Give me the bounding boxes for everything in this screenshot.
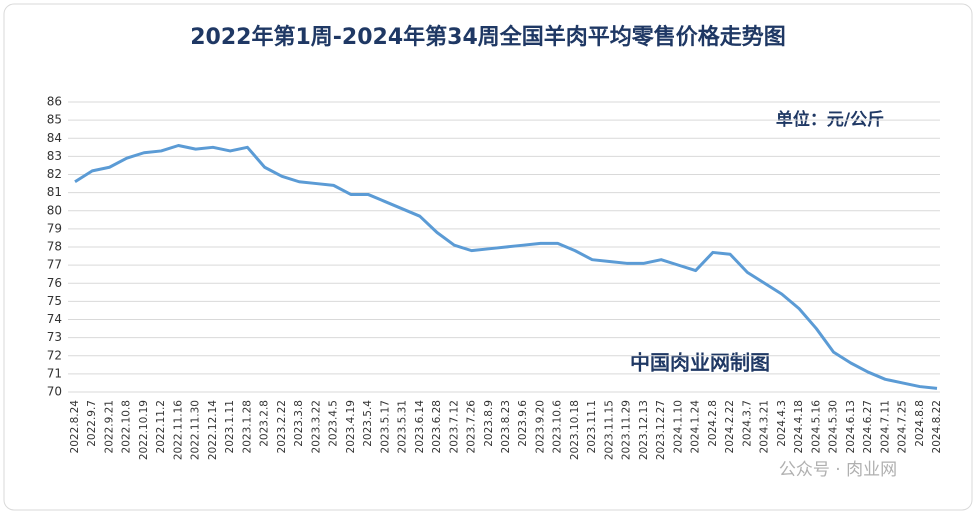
y-tick-label: 78 [47, 240, 62, 254]
x-tick-label: 2024.2.8 [707, 400, 719, 447]
x-tick-label: 2024.6.27 [862, 400, 874, 453]
x-tick-label: 2024.3.7 [741, 400, 753, 447]
x-tick-label: 2024.1.24 [690, 400, 702, 454]
y-tick-label: 86 [47, 95, 62, 109]
x-tick-label: 2023.5.31 [397, 400, 409, 453]
x-tick-label: 2024.4.3 [776, 400, 788, 447]
y-tick-label: 74 [47, 312, 62, 326]
x-tick-label: 2024.5.30 [828, 400, 840, 453]
x-tick-label: 2022.10.19 [138, 400, 150, 460]
x-tick-label: 2023.12.27 [655, 400, 667, 460]
x-tick-label: 2023.4.5 [328, 400, 340, 447]
x-tick-label: 2024.5.16 [810, 400, 822, 454]
x-tick-label: 2023.11.1 [586, 400, 598, 453]
x-tick-label: 2023.1.28 [241, 400, 253, 453]
y-tick-label: 83 [47, 149, 62, 163]
chart-title: 2022年第1周-2024年第34周全国羊肉平均零售价格走势图 [190, 24, 786, 50]
x-tick-label: 2023.8.9 [483, 400, 495, 447]
x-tick-label: 2023.10.6 [552, 400, 564, 454]
x-tick-label: 2024.1.10 [672, 400, 684, 453]
x-tick-label: 2022.12.14 [207, 400, 219, 460]
x-tick-label: 2023.9.20 [534, 400, 546, 453]
watermark: 公众号 · 肉业网 [779, 460, 897, 480]
x-tick-label: 2022.11.30 [190, 400, 202, 460]
x-tick-label: 2023.2.22 [276, 400, 288, 453]
x-tick-label: 2024.7.25 [897, 400, 909, 453]
y-tick-label: 84 [47, 131, 62, 145]
x-tick-label: 2022.10.8 [121, 400, 133, 453]
x-tick-label: 2024.3.21 [759, 400, 771, 453]
source-note: 中国肉业网制图 [630, 351, 770, 375]
x-tick-label: 2023.5.17 [379, 400, 391, 453]
x-tick-label: 2023.11.15 [603, 400, 615, 460]
y-tick-label: 77 [47, 258, 62, 272]
chart-frame [3, 3, 973, 511]
line [74, 144, 938, 390]
x-tick-label: 2023.3.8 [293, 400, 305, 447]
x-tick-label: 2024.2.22 [724, 400, 736, 453]
x-tick-label: 2023.6.14 [414, 400, 426, 454]
x-tick-label: 2023.1.11 [224, 400, 236, 453]
x-tick-label: 2023.11.29 [621, 400, 633, 460]
x-tick-label: 2024.7.11 [879, 400, 891, 453]
x-tick-label: 2023.8.23 [500, 400, 512, 453]
x-tick-label: 2023.5.4 [362, 400, 374, 447]
y-tick-label: 73 [47, 330, 62, 344]
y-tick-label: 82 [47, 167, 62, 181]
x-tick-label: 2023.7.26 [466, 400, 478, 454]
y-tick-label: 81 [47, 185, 62, 199]
x-tick-label: 2024.4.18 [793, 400, 805, 453]
y-tick-label: 71 [47, 366, 62, 380]
x-tick-label: 2024.8.8 [914, 400, 926, 447]
x-tick-label: 2023.9.6 [517, 400, 529, 447]
unit-note: 单位：元/公斤 [776, 109, 884, 130]
x-tick-label: 2023.3.22 [310, 400, 322, 453]
y-tick-label: 75 [47, 294, 62, 308]
x-tick-label: 2022.11.2 [155, 400, 167, 453]
y-tick-label: 72 [47, 348, 62, 362]
x-tick-label: 2022.9.21 [103, 400, 115, 453]
x-tick-label: 2022.11.16 [172, 400, 184, 460]
x-tick-label: 2023.10.18 [569, 400, 581, 460]
x-tick-label: 2023.7.12 [448, 400, 460, 453]
x-tick-label: 2024.8.22 [931, 400, 943, 453]
x-tick-label: 2022.9.7 [86, 400, 98, 447]
x-tick-label: 2023.2.8 [259, 400, 271, 447]
x-tick-label: 2023.12.13 [638, 400, 650, 460]
y-tick-label: 80 [47, 203, 62, 217]
y-tick-label: 70 [47, 385, 62, 399]
y-tick-label: 79 [47, 221, 62, 235]
x-tick-label: 2022.8.24 [69, 400, 81, 454]
y-tick-label: 85 [47, 113, 62, 127]
x-tick-label: 2023.6.28 [431, 400, 443, 453]
y-tick-label: 76 [47, 276, 62, 290]
x-tick-label: 2024.6.13 [845, 400, 857, 453]
x-tick-label: 2023.4.19 [345, 400, 357, 453]
